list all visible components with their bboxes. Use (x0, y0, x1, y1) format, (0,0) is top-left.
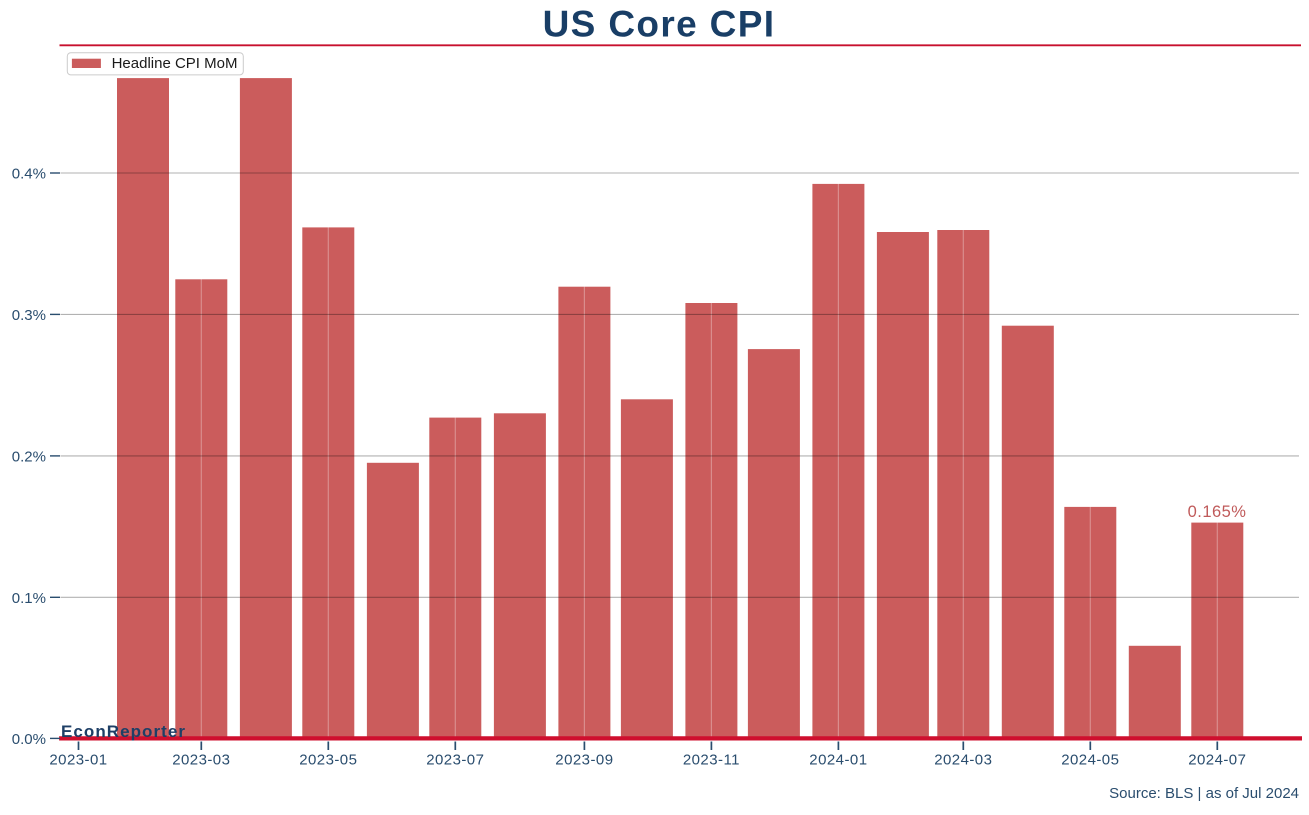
svg-text:2023-11: 2023-11 (683, 752, 740, 769)
svg-text:0.4%: 0.4% (12, 166, 46, 183)
svg-text:2023-03: 2023-03 (172, 752, 230, 769)
svg-text:EconReporter: EconReporter (61, 722, 186, 741)
svg-text:0.1%: 0.1% (12, 590, 46, 607)
svg-text:2024-07: 2024-07 (1188, 752, 1246, 769)
svg-text:2023-09: 2023-09 (555, 752, 613, 769)
svg-text:0.165%: 0.165% (1188, 503, 1247, 521)
svg-text:0.2%: 0.2% (12, 448, 46, 465)
svg-text:2023-01: 2023-01 (49, 752, 107, 769)
svg-text:0.3%: 0.3% (12, 307, 46, 324)
svg-text:2023-07: 2023-07 (426, 752, 484, 769)
svg-text:US Core CPI: US Core CPI (543, 4, 776, 45)
svg-text:0.0%: 0.0% (12, 731, 46, 748)
svg-text:2024-03: 2024-03 (934, 752, 992, 769)
svg-text:2024-01: 2024-01 (809, 752, 867, 769)
svg-text:2024-05: 2024-05 (1061, 752, 1119, 769)
svg-text:Source: BLS | as of Jul 2024: Source: BLS | as of Jul 2024 (1109, 785, 1299, 802)
svg-text:2023-05: 2023-05 (299, 752, 357, 769)
svg-text:Headline CPI MoM: Headline CPI MoM (112, 55, 238, 72)
